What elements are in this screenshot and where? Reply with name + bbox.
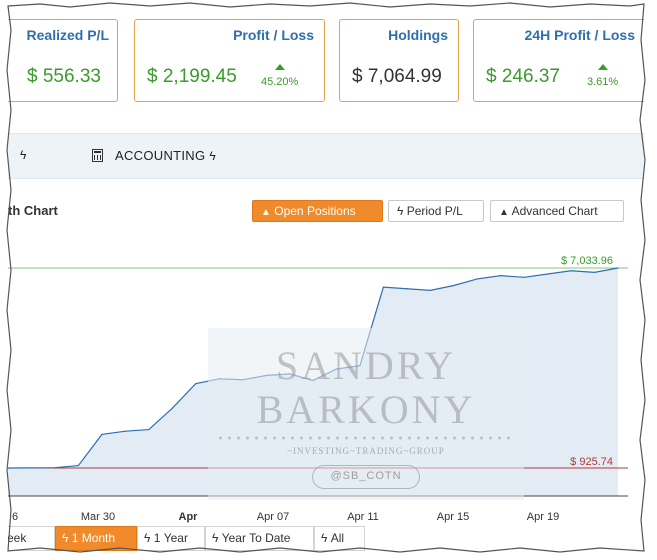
chart-data-point xyxy=(148,428,150,431)
up-arrow-icon xyxy=(597,64,608,70)
mountain-chart-icon: ▲ xyxy=(261,207,271,218)
bolt-icon: ϟ xyxy=(321,531,328,545)
chart-data-point xyxy=(101,433,103,436)
period-week-button[interactable]: eek xyxy=(8,526,55,551)
chart-data-point xyxy=(476,278,478,280)
chart-data-point xyxy=(195,383,197,385)
card-title: 24H Profit / Loss xyxy=(524,27,635,43)
profit-loss-card: Profit / Loss $ 2,199.45 45.20% xyxy=(134,19,325,102)
max-value-label: $ 7,033.96 xyxy=(561,255,613,267)
chart-data-point xyxy=(30,467,33,469)
period-pl-button[interactable]: ϟ Period P/L xyxy=(388,200,484,222)
bolt-icon: ϟ xyxy=(144,531,151,545)
card-title: Profit / Loss xyxy=(233,27,314,43)
x-tick-label: Apr 11 xyxy=(347,511,379,523)
pct-change: 3.61% xyxy=(587,64,619,88)
watermark-line2: BARKONY xyxy=(256,387,476,432)
period-pl-label: Period P/L xyxy=(406,204,463,218)
x-tick-label: Mar 30 xyxy=(81,511,115,523)
tab-accounting-label: ACCOUNTING xyxy=(115,148,206,163)
watermark: SANDRY BARKONY ~INVESTING~TRADING~GROUP … xyxy=(208,328,524,500)
x-tick-label: Apr 15 xyxy=(437,511,469,523)
pct-value: 45.20% xyxy=(261,76,299,88)
watermark-line1: SANDRY xyxy=(275,343,457,388)
pct-value: 3.61% xyxy=(587,76,619,88)
watermark-badge: @SB_COTN xyxy=(312,465,420,489)
x-tick-label: Apr 19 xyxy=(527,511,559,523)
chart-data-point xyxy=(453,284,455,287)
realized-pl-card: Realized P/L $ 556.33 xyxy=(8,19,118,102)
portfolio-dashboard: Realized P/L $ 556.33 Profit / Loss $ 2,… xyxy=(8,6,644,551)
watermark-dots xyxy=(216,436,516,440)
period-1-year-button[interactable]: ϟ 1 Year xyxy=(137,526,205,551)
chart-data-point xyxy=(523,276,525,278)
bolt-icon: ϟ xyxy=(62,531,69,545)
chart-data-point xyxy=(54,467,56,469)
pct-change: 45.20% xyxy=(261,64,299,88)
section-nav: ϟ ACCOUNTING ϟ xyxy=(8,133,644,179)
chart-data-point xyxy=(617,267,619,269)
card-value: $ 7,064.99 xyxy=(352,66,442,87)
watermark-line3: ~INVESTING~TRADING~GROUP xyxy=(287,446,445,456)
24h-profit-loss-card: 24H Profit / Loss $ 246.37 3.61% xyxy=(473,19,644,102)
card-value: $ 2,199.45 xyxy=(147,66,237,87)
card-value: $ 246.37 xyxy=(486,66,560,87)
bolt-icon[interactable]: ϟ xyxy=(20,148,27,162)
chart-title: th Chart xyxy=(8,203,58,218)
chart-data-point xyxy=(570,270,572,272)
bolt-icon: ϟ xyxy=(209,149,216,163)
chart-data-point xyxy=(500,275,502,277)
card-title: Holdings xyxy=(388,27,448,43)
x-tick-label: Apr 07 xyxy=(257,511,289,523)
chart-data-point xyxy=(124,430,126,432)
x-tick-label: 6 xyxy=(12,511,18,523)
chart-data-point xyxy=(382,286,384,288)
advanced-chart-button[interactable]: ▲ Advanced Chart xyxy=(490,200,624,222)
chart-data-point xyxy=(406,288,408,290)
period-1-month-button[interactable]: ϟ 1 Month xyxy=(55,526,137,551)
period-ytd-button[interactable]: ϟ Year To Date xyxy=(205,526,314,551)
tab-accounting[interactable]: ACCOUNTING ϟ xyxy=(115,148,216,163)
period-label: eek xyxy=(8,531,27,545)
bolt-icon: ϟ xyxy=(212,531,219,545)
calculator-icon xyxy=(92,149,103,162)
holdings-card: Holdings $ 7,064.99 xyxy=(339,19,459,102)
bolt-icon: ϟ xyxy=(397,204,404,218)
chart-data-point xyxy=(429,289,431,291)
chart-data-point xyxy=(547,273,549,275)
advanced-chart-label: Advanced Chart xyxy=(511,204,598,218)
open-positions-label: Open Positions xyxy=(274,204,356,218)
period-label: All xyxy=(330,531,345,545)
mountain-chart-icon: ▲ xyxy=(499,207,509,218)
min-value-label: $ 925.74 xyxy=(570,456,613,468)
period-label: 1 Month xyxy=(71,531,116,545)
period-all-button[interactable]: ϟ All xyxy=(314,526,365,551)
x-tick-label: Apr xyxy=(179,511,199,523)
up-arrow-icon xyxy=(274,64,285,70)
chart-data-point xyxy=(593,271,596,273)
chart-data-point xyxy=(171,407,173,409)
card-title: Realized P/L xyxy=(26,27,109,43)
open-positions-button[interactable]: ▲ Open Positions xyxy=(252,200,383,222)
chart-data-point xyxy=(77,464,79,467)
period-label: Year To Date xyxy=(221,531,291,545)
card-value: $ 556.33 xyxy=(27,66,101,87)
period-label: 1 Year xyxy=(153,531,188,545)
